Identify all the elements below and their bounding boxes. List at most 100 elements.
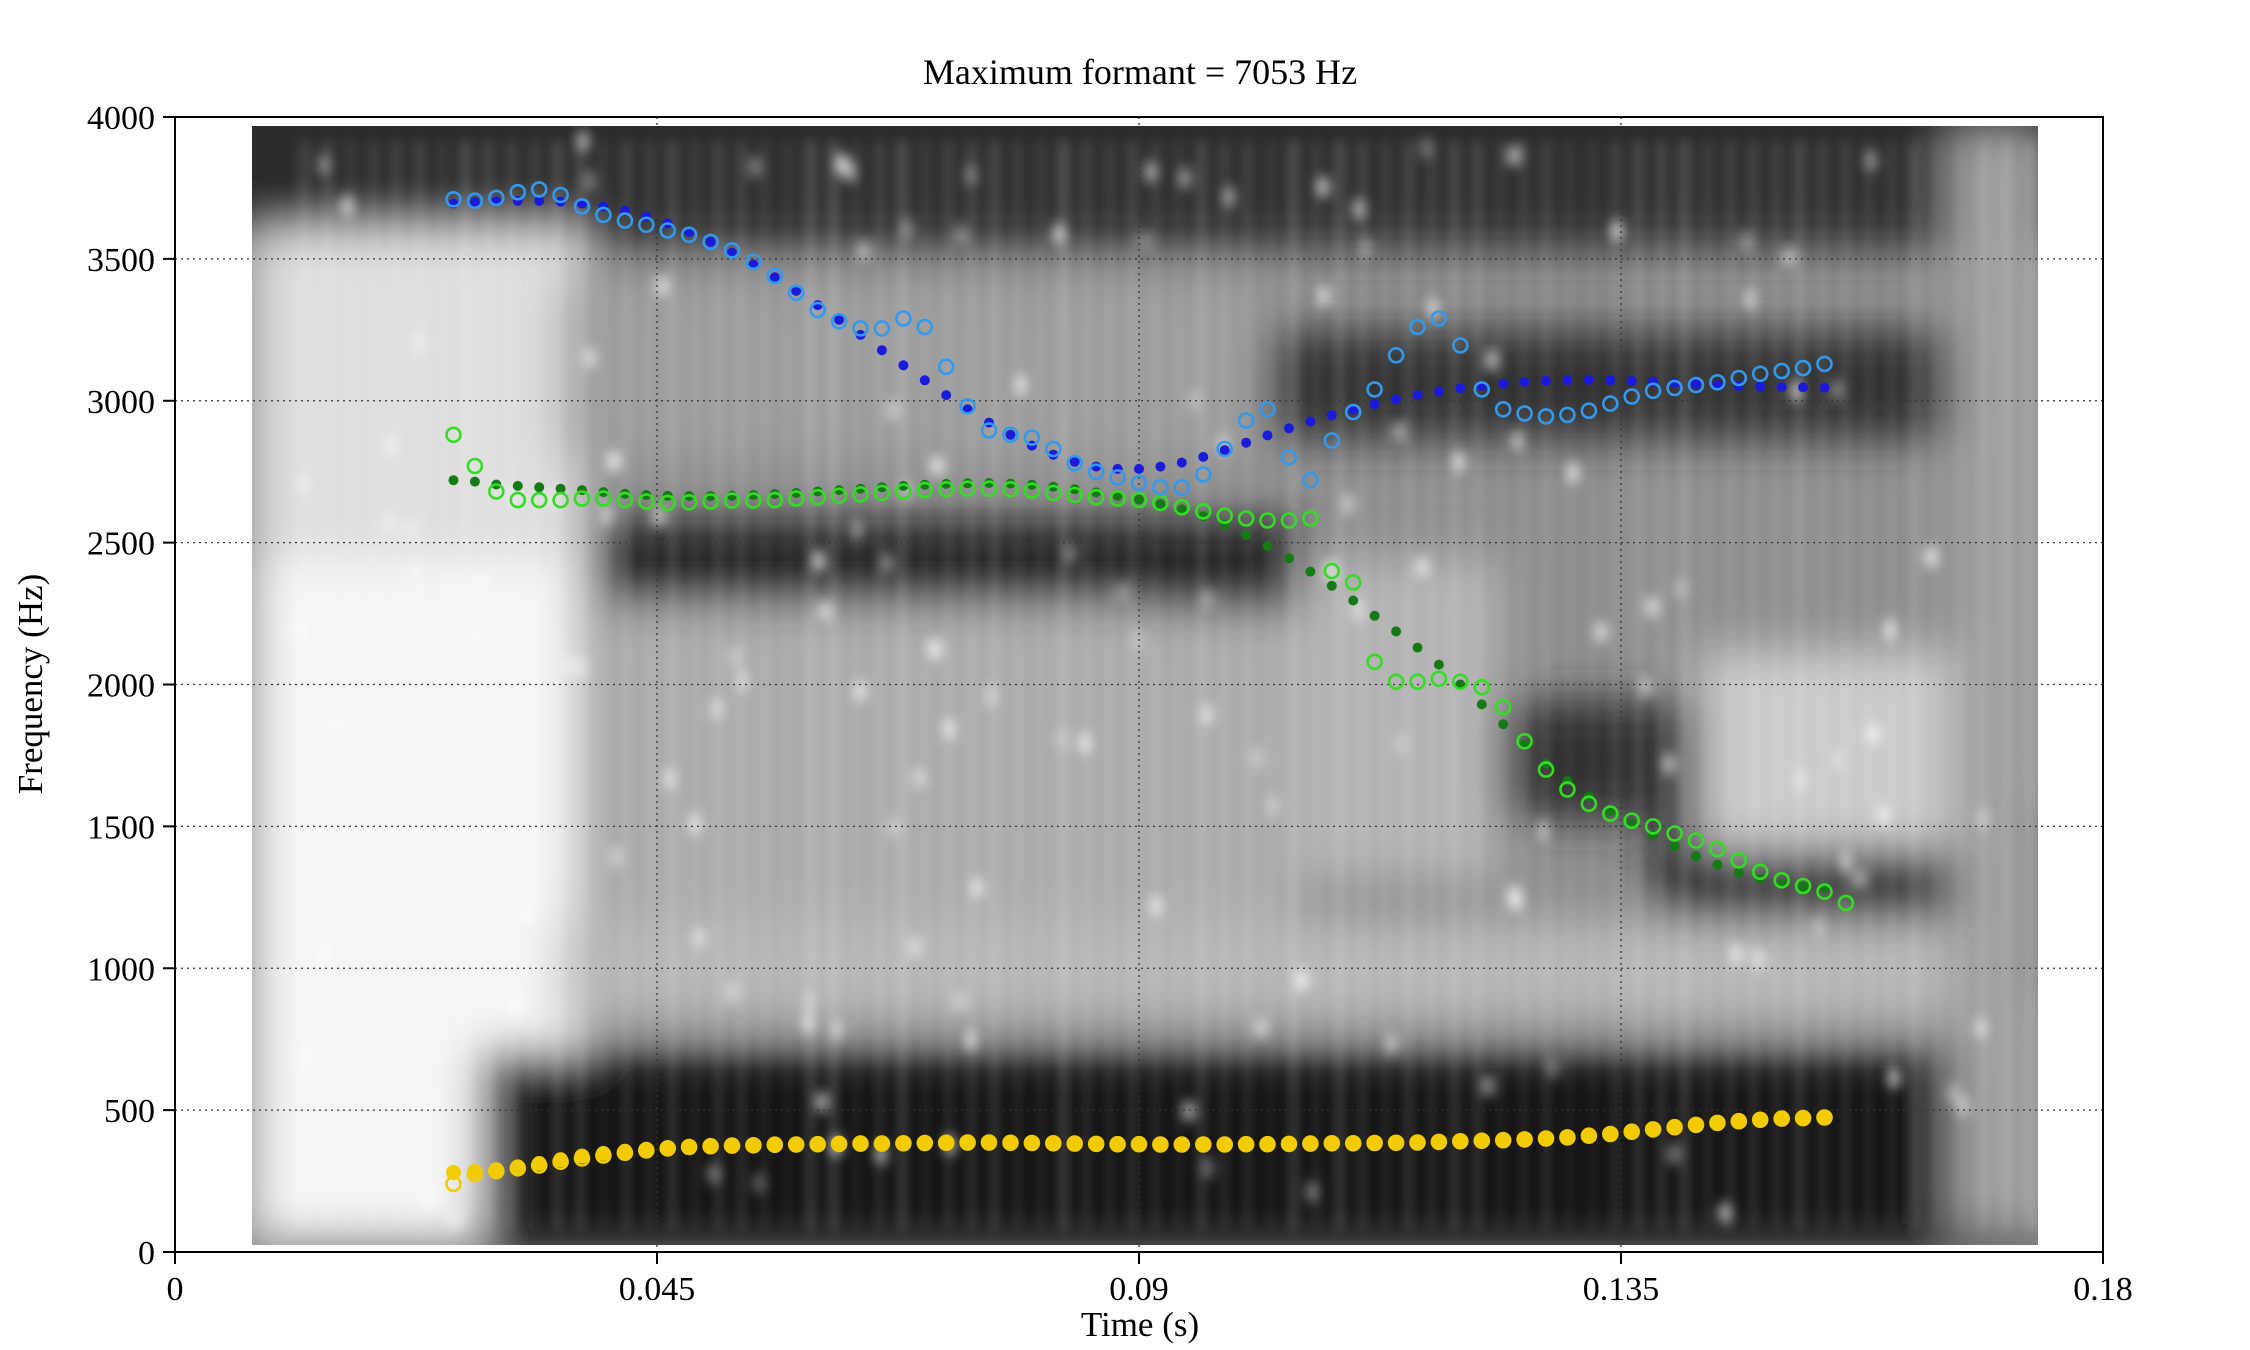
spectrogram-highlight bbox=[943, 718, 955, 740]
formant-point bbox=[809, 1135, 827, 1153]
formant-point bbox=[534, 482, 545, 493]
spectrogram-striation bbox=[1082, 140, 1091, 1230]
formant-point bbox=[898, 360, 909, 371]
spectrogram-highlight bbox=[1567, 462, 1579, 484]
formant-point bbox=[509, 491, 527, 509]
formant-point bbox=[1409, 318, 1426, 336]
formant-point bbox=[1452, 1133, 1469, 1150]
spectrogram-highlight bbox=[965, 164, 977, 186]
formant-point bbox=[1344, 574, 1362, 591]
formant-point bbox=[1391, 626, 1402, 637]
formant-point bbox=[1733, 867, 1744, 878]
spectrogram-highlight bbox=[1420, 137, 1432, 159]
formant-point bbox=[745, 253, 762, 271]
formant-point bbox=[834, 485, 845, 496]
formant-point bbox=[873, 484, 891, 502]
formant-point bbox=[1794, 1109, 1812, 1127]
spectrogram-highlight bbox=[656, 275, 668, 297]
formant-point bbox=[1195, 503, 1212, 520]
spectrogram-highlight bbox=[955, 224, 967, 246]
spectrogram-striation bbox=[1289, 140, 1298, 1230]
formant-point bbox=[466, 1165, 484, 1183]
spectrogram-striation bbox=[668, 140, 677, 1230]
spectrogram-highlight bbox=[1508, 885, 1520, 907]
formant-point bbox=[1369, 399, 1380, 410]
formant-point bbox=[1794, 359, 1812, 377]
spectrogram-highlight bbox=[1877, 804, 1889, 826]
spectrogram-highlight bbox=[1306, 1181, 1318, 1203]
formant-point bbox=[1476, 699, 1487, 710]
formant-point bbox=[1045, 440, 1062, 458]
spectrogram-highlight bbox=[1053, 223, 1065, 245]
formant-point bbox=[1130, 474, 1148, 492]
spectrogram-highlight bbox=[819, 600, 831, 622]
formant-point bbox=[1794, 877, 1812, 895]
formant-point bbox=[1023, 1134, 1041, 1152]
spectrogram-highlight bbox=[1640, 676, 1652, 698]
formant-point bbox=[1045, 1135, 1062, 1152]
spectrogram-striation bbox=[1220, 140, 1229, 1230]
formant-point bbox=[1580, 795, 1598, 813]
formant-point bbox=[724, 1137, 740, 1153]
formant-point bbox=[1302, 510, 1319, 527]
formant-point bbox=[1003, 1135, 1018, 1151]
spectrogram-highlight bbox=[931, 455, 943, 477]
formant-point bbox=[1602, 395, 1619, 412]
formant-point bbox=[1259, 512, 1276, 529]
spectrogram-highlight bbox=[1957, 1095, 1969, 1117]
formant-point bbox=[445, 426, 462, 444]
y-tick-label: 2000 bbox=[87, 668, 155, 705]
formant-point bbox=[448, 475, 459, 486]
formant-point bbox=[552, 491, 569, 509]
spectrogram-highlight bbox=[844, 161, 856, 183]
formant-point bbox=[487, 483, 505, 500]
formant-point bbox=[1387, 1134, 1405, 1152]
spectrogram-highlight bbox=[1663, 753, 1675, 775]
spectrogram-striation bbox=[1818, 140, 1827, 1230]
formant-point bbox=[487, 189, 505, 207]
formant-point bbox=[834, 314, 845, 325]
formant-point bbox=[1134, 494, 1144, 505]
formant-point bbox=[1752, 1112, 1768, 1128]
spectrogram-highlight bbox=[382, 512, 394, 534]
spectrogram-striation bbox=[1634, 140, 1643, 1230]
formant-point bbox=[1087, 488, 1105, 506]
spectrogram-highlight bbox=[1840, 851, 1852, 873]
formant-point bbox=[1260, 1136, 1275, 1152]
spectrogram-highlight bbox=[1139, 230, 1151, 252]
formant-point bbox=[552, 1153, 569, 1171]
spectrogram-highlight bbox=[1183, 1100, 1195, 1122]
spectrogram-highlight bbox=[1386, 1033, 1398, 1055]
spectrogram-highlight bbox=[509, 994, 521, 1016]
formant-point bbox=[1323, 562, 1341, 580]
formant-point bbox=[1691, 851, 1701, 862]
spectrogram-highlight bbox=[384, 434, 396, 456]
formant-point bbox=[787, 490, 805, 507]
formant-point bbox=[1087, 1135, 1105, 1153]
spectrogram-highlight bbox=[954, 991, 966, 1013]
formant-point bbox=[1176, 504, 1187, 515]
spectrogram-highlight bbox=[1506, 145, 1518, 167]
formant-point bbox=[1152, 1136, 1169, 1153]
formant-point bbox=[853, 1136, 868, 1152]
spectrogram-highlight bbox=[1731, 943, 1743, 965]
spectrogram-highlight bbox=[854, 680, 866, 702]
formant-point bbox=[487, 1162, 505, 1180]
spectrogram-highlight bbox=[1537, 820, 1549, 842]
formant-point bbox=[1388, 1135, 1404, 1151]
formant-point bbox=[1712, 859, 1723, 870]
formant-point bbox=[788, 1137, 804, 1152]
formant-point bbox=[1284, 423, 1294, 434]
formant-point bbox=[1691, 379, 1701, 389]
formant-point bbox=[937, 358, 955, 376]
formant-point bbox=[1644, 382, 1662, 400]
spectrogram-striation bbox=[576, 140, 585, 1230]
formant-point bbox=[1430, 670, 1448, 688]
formant-point bbox=[1774, 1111, 1790, 1127]
formant-point bbox=[1624, 1124, 1640, 1140]
formant-point bbox=[637, 493, 655, 510]
formant-point bbox=[1280, 512, 1298, 529]
formant-point bbox=[659, 1140, 677, 1157]
spectrogram-highlight bbox=[689, 813, 701, 835]
spectrogram-striation bbox=[1795, 140, 1804, 1230]
